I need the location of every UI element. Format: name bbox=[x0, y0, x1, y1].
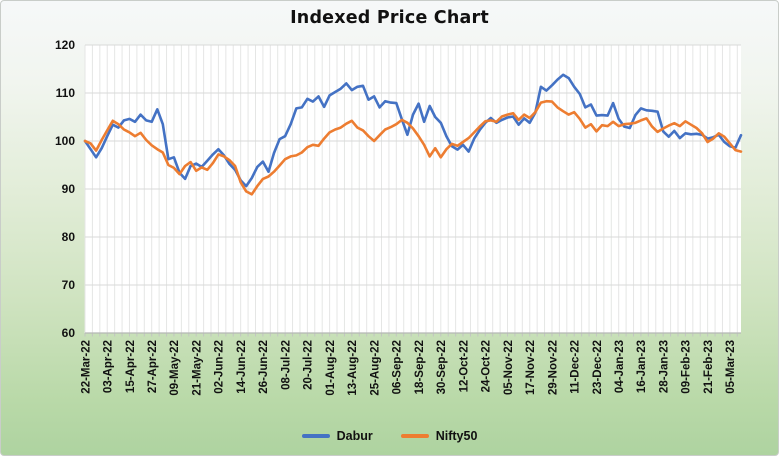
chart-title: Indexed Price Chart bbox=[290, 8, 489, 28]
x-tick-label: 09-May-22 bbox=[169, 340, 181, 396]
y-tick-label: 90 bbox=[62, 182, 76, 196]
x-tick-label: 17-Nov-22 bbox=[525, 340, 537, 395]
x-tick-label: 01-Aug-22 bbox=[325, 340, 337, 396]
x-tick-label: 28-Jan-23 bbox=[659, 340, 671, 393]
x-tick-label: 16-Jan-23 bbox=[636, 340, 648, 393]
x-tick-label: 21-Feb-23 bbox=[703, 340, 715, 394]
x-tick-label: 05-Nov-22 bbox=[503, 340, 515, 395]
y-tick-label: 100 bbox=[55, 134, 75, 148]
legend-label-nifty50: Nifty50 bbox=[435, 429, 478, 443]
x-tick-label: 12-Oct-22 bbox=[458, 340, 470, 392]
x-tick-label: 13-Aug-22 bbox=[347, 340, 359, 396]
legend-label-dabur: Dabur bbox=[336, 429, 373, 443]
x-tick-label: 22-Mar-22 bbox=[80, 340, 92, 394]
nifty50-line-swatch bbox=[400, 434, 429, 438]
legend-item-dabur: Dabur bbox=[301, 429, 373, 443]
dabur-line-swatch bbox=[301, 434, 330, 438]
x-tick-label: 03-Apr-22 bbox=[103, 340, 115, 393]
y-tick-label: 80 bbox=[62, 230, 76, 244]
x-tick-label: 20-Jul-22 bbox=[303, 340, 315, 390]
x-tick-label: 14-Jun-22 bbox=[236, 340, 248, 394]
x-tick-label: 15-Apr-22 bbox=[125, 340, 137, 393]
x-tick-label: 09-Feb-23 bbox=[681, 340, 693, 394]
x-tick-label: 25-Aug-22 bbox=[369, 340, 381, 396]
y-tick-label: 70 bbox=[62, 278, 76, 292]
legend-item-nifty50: Nifty50 bbox=[400, 429, 478, 443]
x-tick-label: 06-Sep-22 bbox=[392, 340, 404, 394]
x-tick-label: 02-Jun-22 bbox=[214, 340, 226, 394]
x-tick-label: 24-Oct-22 bbox=[481, 340, 493, 392]
x-tick-label: 18-Sep-22 bbox=[414, 340, 426, 394]
x-tick-label: 23-Dec-22 bbox=[592, 340, 604, 394]
x-tick-label: 11-Dec-22 bbox=[570, 340, 582, 394]
x-tick-label: 08-Jul-22 bbox=[280, 340, 292, 390]
x-tick-label: 30-Sep-22 bbox=[436, 340, 448, 394]
chart-legend: Dabur Nifty50 bbox=[1, 429, 778, 443]
x-tick-label: 26-Jun-22 bbox=[258, 340, 270, 394]
series-line-nifty50 bbox=[83, 99, 743, 196]
x-tick-label: 21-May-22 bbox=[192, 340, 204, 396]
x-tick-label: 05-Mar-23 bbox=[725, 340, 737, 394]
y-tick-label: 120 bbox=[55, 38, 75, 52]
y-tick-label: 60 bbox=[62, 326, 76, 340]
x-tick-label: 29-Nov-22 bbox=[547, 340, 559, 395]
y-tick-label: 110 bbox=[56, 86, 76, 100]
x-tick-label: 04-Jan-23 bbox=[614, 340, 626, 393]
x-tick-label: 27-Apr-22 bbox=[147, 340, 159, 393]
